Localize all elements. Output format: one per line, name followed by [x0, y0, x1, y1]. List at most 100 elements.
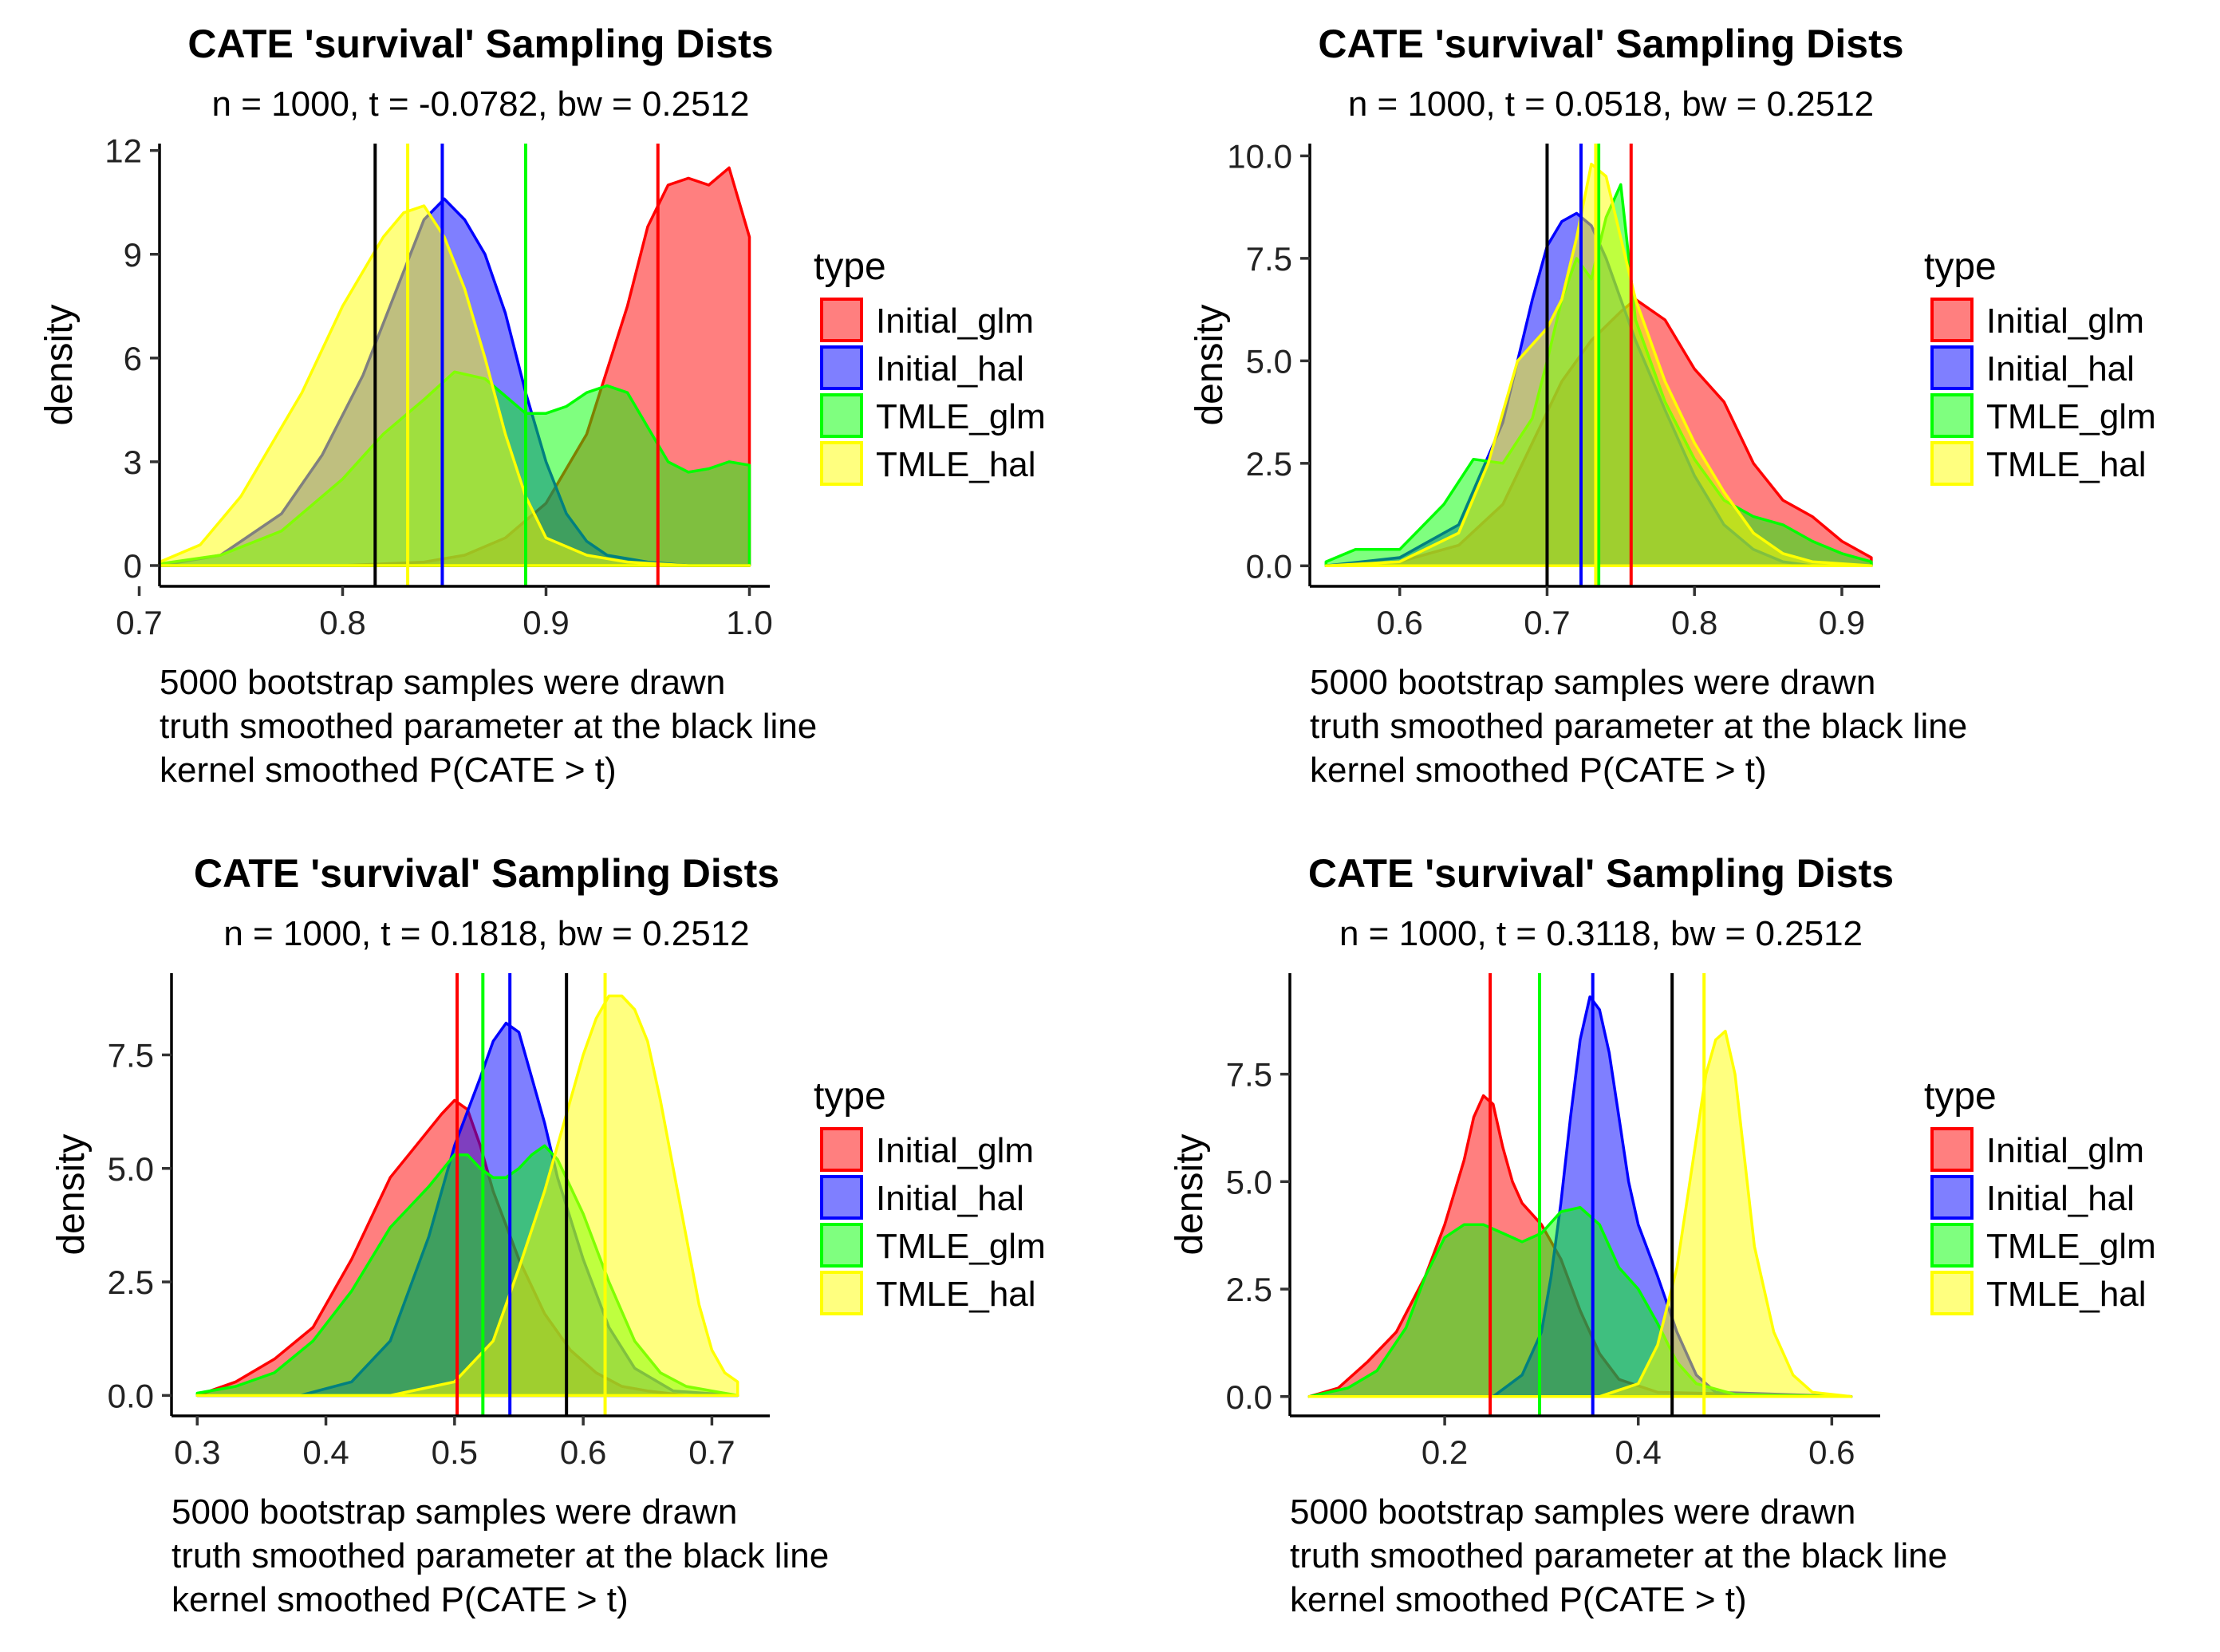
caption-line: truth smoothed parameter at the black li…	[1310, 707, 1967, 746]
x-tick-label: 1.0	[726, 604, 772, 641]
legend-key-Initial_glm	[1930, 1127, 1974, 1172]
y-tick-label: 2.5	[1226, 1271, 1272, 1308]
y-axis-label: density	[50, 1134, 93, 1255]
legend-key-Initial_hal	[820, 345, 863, 390]
legend-label-TMLE_glm: TMLE_glm	[1986, 1227, 2156, 1266]
chart-subtitle: n = 1000, t = -0.0782, bw = 0.2512	[212, 85, 750, 124]
legend: type Initial_glm Initial_hal TMLE_glm TMLE_h…	[814, 246, 1046, 486]
chart-title: CATE 'survival' Sampling Dists	[194, 851, 779, 896]
chart-panel-1: CATE 'survival' Sampling Dists n = 1000, …	[38, 22, 1046, 790]
y-tick-label: 3	[124, 444, 142, 481]
y-tick-label: 9	[124, 236, 142, 274]
caption-line: kernel smoothed P(CATE > t)	[160, 751, 617, 790]
legend-title: type	[814, 1075, 886, 1118]
legend-key-TMLE_glm	[820, 393, 863, 438]
legend-label-Initial_hal: Initial_hal	[1986, 349, 2135, 388]
y-tick-label: 0.0	[108, 1377, 154, 1414]
legend-title: type	[1924, 246, 1997, 288]
x-tick-label: 0.2	[1422, 1433, 1468, 1471]
caption-line: 5000 bootstrap samples were drawn	[160, 663, 725, 702]
legend-title: type	[814, 246, 886, 288]
x-tick-label: 0.3	[174, 1433, 220, 1471]
legend-label-Initial_hal: Initial_hal	[876, 349, 1024, 388]
x-tick-label: 0.6	[1808, 1433, 1855, 1471]
legend-label-TMLE_hal: TMLE_hal	[876, 1275, 1036, 1314]
x-tick-label: 0.7	[1524, 604, 1570, 641]
y-tick-label: 5.0	[1246, 342, 1292, 380]
legend-label-Initial_hal: Initial_hal	[876, 1179, 1024, 1218]
density-area-TMLE_hal	[1307, 1029, 1853, 1398]
y-axis-label: density	[1189, 304, 1231, 425]
y-tick-label: 7.5	[1246, 240, 1292, 278]
legend-key-TMLE_hal	[820, 441, 863, 486]
legend-key-Initial_hal	[1930, 1175, 1974, 1220]
chart-title: CATE 'survival' Sampling Dists	[1318, 22, 1903, 66]
chart-panel-2: CATE 'survival' Sampling Dists n = 1000, …	[1189, 22, 2156, 790]
legend-label-TMLE_hal: TMLE_hal	[876, 445, 1036, 484]
legend-key-Initial_hal	[820, 1175, 863, 1220]
x-tick-label: 0.4	[302, 1433, 349, 1471]
density-area-TMLE_hal	[158, 204, 751, 567]
legend-label-TMLE_hal: TMLE_hal	[1986, 445, 2147, 484]
caption-line: truth smoothed parameter at the black li…	[1290, 1536, 1947, 1575]
chart-subtitle: n = 1000, t = 0.3118, bw = 0.2512	[1339, 914, 1863, 953]
caption-line: kernel smoothed P(CATE > t)	[1290, 1580, 1747, 1619]
x-tick-label: 0.7	[116, 604, 162, 641]
x-tick-label: 0.7	[688, 1433, 735, 1471]
x-tick-label: 0.9	[1819, 604, 1865, 641]
x-tick-label: 0.5	[432, 1433, 478, 1471]
legend-label-TMLE_hal: TMLE_hal	[1986, 1275, 2147, 1314]
x-tick-label: 0.6	[1377, 604, 1423, 641]
chart-subtitle: n = 1000, t = 0.1818, bw = 0.2512	[223, 914, 749, 953]
y-tick-label: 10.0	[1227, 137, 1292, 175]
legend-label-Initial_glm: Initial_glm	[1986, 1131, 2144, 1170]
density-area-TMLE_hal	[195, 994, 739, 1398]
x-tick-label: 0.4	[1615, 1433, 1662, 1471]
chart-title: CATE 'survival' Sampling Dists	[1308, 851, 1894, 896]
y-tick-label: 0.0	[1246, 547, 1292, 585]
chart-title: CATE 'survival' Sampling Dists	[187, 22, 773, 66]
y-tick-label: 7.5	[1226, 1056, 1272, 1094]
legend-title: type	[1924, 1075, 1997, 1118]
x-tick-label: 0.8	[1671, 604, 1717, 641]
legend-key-Initial_glm	[820, 1127, 863, 1172]
legend-label-Initial_glm: Initial_glm	[876, 1131, 1034, 1170]
y-axis-label: density	[38, 304, 81, 425]
y-tick-label: 5.0	[1226, 1163, 1272, 1201]
chart-subtitle: n = 1000, t = 0.0518, bw = 0.2512	[1348, 85, 1874, 124]
y-tick-label: 7.5	[108, 1036, 154, 1074]
legend-key-TMLE_hal	[820, 1271, 863, 1315]
legend-key-TMLE_hal	[1930, 441, 1974, 486]
y-tick-label: 5.0	[108, 1150, 154, 1188]
legend: type Initial_glm Initial_hal TMLE_glm TMLE_h…	[1924, 1075, 2156, 1315]
legend-key-TMLE_glm	[820, 1223, 863, 1268]
caption-line: 5000 bootstrap samples were drawn	[1290, 1492, 1855, 1532]
caption-line: truth smoothed parameter at the black li…	[172, 1536, 829, 1575]
chart-panel-3: CATE 'survival' Sampling Dists n = 1000, …	[50, 851, 1046, 1619]
caption-line: 5000 bootstrap samples were drawn	[1310, 663, 1875, 702]
y-tick-label: 2.5	[1246, 445, 1292, 483]
legend-key-TMLE_glm	[1930, 1223, 1974, 1268]
caption-line: kernel smoothed P(CATE > t)	[172, 1580, 629, 1619]
legend-key-TMLE_glm	[1930, 393, 1974, 438]
y-tick-label: 0.0	[1226, 1378, 1272, 1416]
legend-label-TMLE_glm: TMLE_glm	[876, 1227, 1046, 1266]
y-tick-label: 12	[104, 132, 142, 170]
y-tick-label: 6	[124, 340, 142, 377]
legend-label-Initial_glm: Initial_glm	[876, 302, 1034, 341]
caption-line: truth smoothed parameter at the black li…	[160, 707, 817, 746]
legend-label-Initial_glm: Initial_glm	[1986, 302, 2144, 341]
legend: type Initial_glm Initial_hal TMLE_glm TMLE_h…	[1924, 246, 2156, 486]
caption-line: 5000 bootstrap samples were drawn	[172, 1492, 737, 1532]
legend-key-Initial_glm	[1930, 298, 1974, 342]
x-tick-label: 0.9	[522, 604, 569, 641]
caption-line: kernel smoothed P(CATE > t)	[1310, 751, 1767, 790]
legend-key-Initial_glm	[820, 298, 863, 342]
legend-label-TMLE_glm: TMLE_glm	[1986, 397, 2156, 436]
legend-key-TMLE_hal	[1930, 1271, 1974, 1315]
y-tick-label: 0	[124, 547, 142, 585]
y-tick-label: 2.5	[108, 1264, 154, 1301]
legend-label-TMLE_glm: TMLE_glm	[876, 397, 1046, 436]
